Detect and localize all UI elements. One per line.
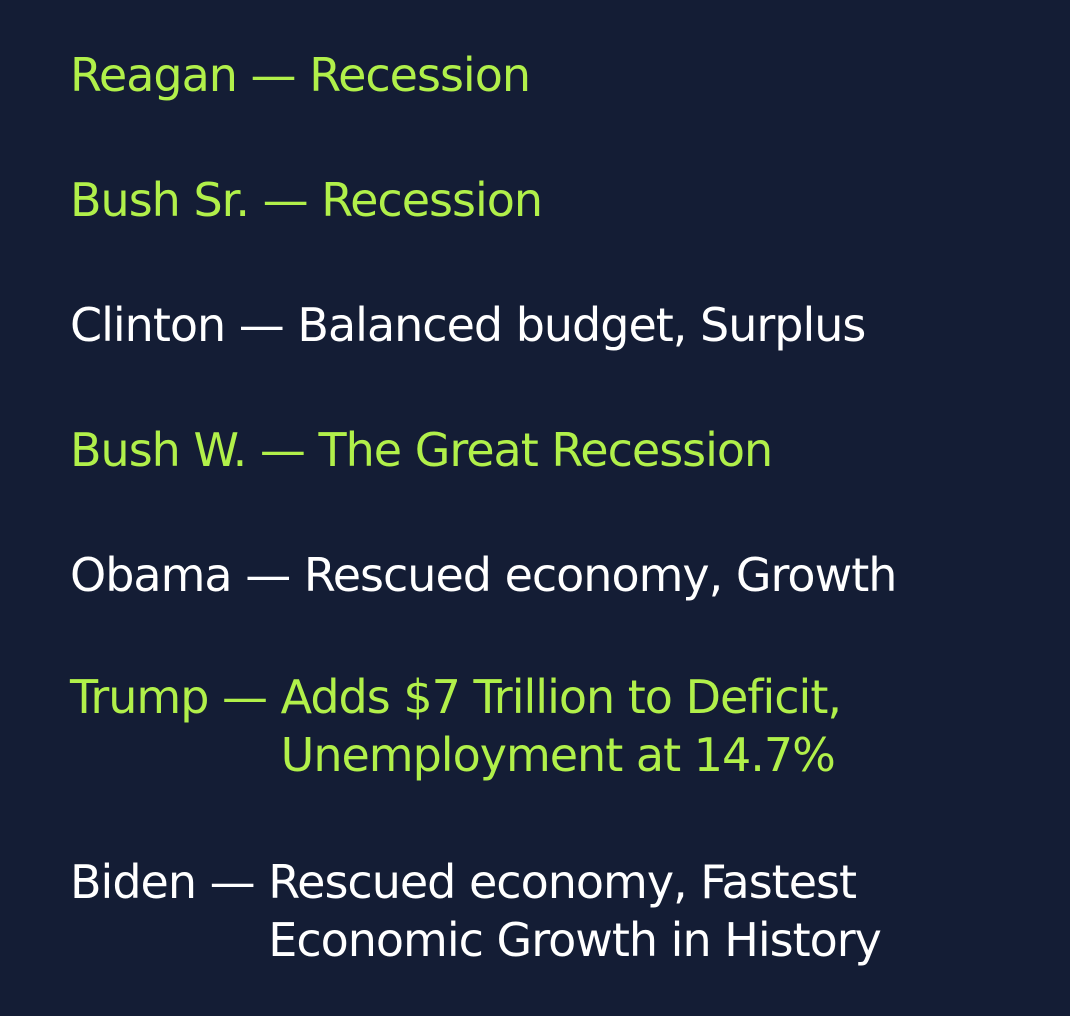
president-row-bush-w: Bush W. — The Great Recession: [70, 421, 774, 479]
em-dash-separator: —: [196, 855, 269, 909]
em-dash-separator: —: [236, 48, 310, 102]
economic-outcome: Balanced budget, Surplus: [297, 296, 866, 354]
president-row-trump: Trump — Adds $7 Trillion to Deficit, Une…: [70, 668, 842, 784]
outcome-line: Adds $7 Trillion to Deficit,: [280, 670, 842, 724]
economic-outcome: Adds $7 Trillion to Deficit, Unemploymen…: [280, 668, 842, 784]
economic-outcome: Recession: [321, 171, 543, 229]
outcome-line: Balanced budget, Surplus: [297, 298, 866, 352]
president-name: Bush W.: [70, 423, 247, 477]
president-row-obama: Obama — Rescued economy, Growth: [70, 546, 898, 604]
president-name: Biden: [70, 855, 197, 909]
president-name: Obama: [70, 548, 233, 602]
outcome-line: Recession: [309, 48, 531, 102]
outcome-line: Economic Growth in History: [268, 913, 882, 967]
president-name: Clinton: [70, 298, 226, 352]
em-dash-separator: —: [225, 298, 298, 352]
president-row-reagan: Reagan — Recession: [70, 46, 531, 104]
outcome-line: Recession: [321, 173, 543, 227]
president-name: Bush Sr.: [70, 173, 250, 227]
outcome-line: Rescued economy, Fastest: [268, 855, 857, 909]
economic-outcome: Rescued economy, Growth: [303, 546, 898, 604]
president-row-biden: Biden — Rescued economy, Fastest Economi…: [70, 853, 882, 969]
president-row-bush-sr: Bush Sr. — Recession: [70, 171, 543, 229]
economic-outcome: Rescued economy, Fastest Economic Growth…: [268, 853, 882, 969]
outcome-line: The Great Recession: [318, 423, 774, 477]
em-dash-separator: —: [231, 548, 304, 602]
em-dash-separator: —: [246, 423, 319, 477]
economic-outcome: The Great Recession: [318, 421, 774, 479]
president-name: Trump: [70, 670, 209, 724]
em-dash-separator: —: [248, 173, 322, 227]
president-row-clinton: Clinton — Balanced budget, Surplus: [70, 296, 866, 354]
outcome-line: Rescued economy, Growth: [303, 548, 898, 602]
economic-outcome: Recession: [309, 46, 531, 104]
outcome-line: Unemployment at 14.7%: [280, 728, 836, 782]
em-dash-separator: —: [208, 670, 281, 724]
president-name: Reagan: [70, 48, 238, 102]
